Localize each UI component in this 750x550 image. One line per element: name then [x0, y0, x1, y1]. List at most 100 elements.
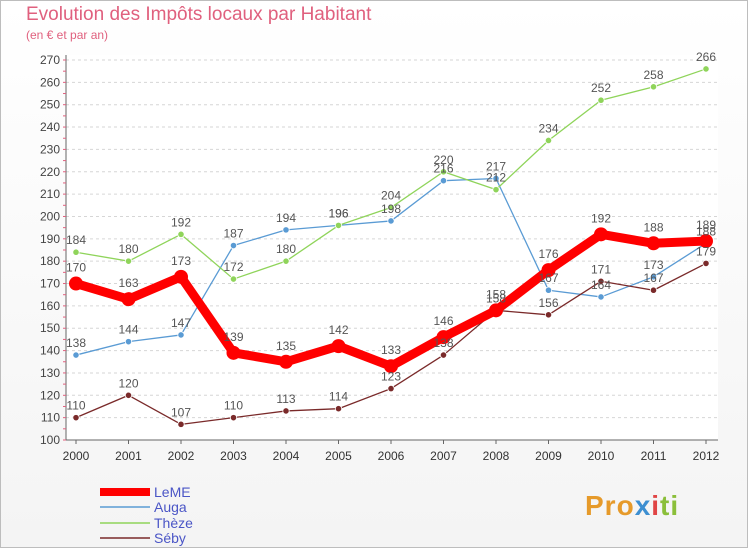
data-label: 123: [381, 370, 401, 384]
data-point: [282, 226, 290, 234]
data-point: [72, 414, 80, 422]
chart-title: Evolution des Impôts locaux par Habitant: [26, 4, 372, 25]
data-label: 176: [538, 247, 558, 261]
data-label: 110: [66, 399, 85, 413]
x-tick-label: 2007: [430, 449, 457, 463]
y-tick-label: 170: [40, 277, 60, 291]
data-point: [69, 276, 83, 291]
data-label: 212: [486, 171, 506, 185]
x-tick-label: 2003: [220, 449, 247, 463]
y-tick-label: 220: [40, 165, 60, 179]
data-label: 198: [381, 202, 401, 216]
data-point: [439, 168, 448, 176]
y-tick-label: 100: [40, 433, 60, 447]
data-point: [334, 405, 343, 413]
data-label: 173: [643, 258, 663, 272]
data-point: [279, 354, 293, 369]
proxiti-logo: Proxiti: [585, 490, 680, 521]
data-point: [177, 230, 185, 238]
y-tick-label: 250: [40, 98, 60, 112]
data-label: 196: [328, 206, 348, 220]
data-point: [384, 359, 398, 374]
data-point: [177, 420, 185, 428]
data-label: 266: [696, 50, 716, 64]
data-label: 138: [66, 336, 86, 350]
data-point: [436, 330, 451, 345]
y-tick-label: 160: [40, 299, 60, 313]
data-point: [229, 414, 238, 422]
data-label: 216: [433, 162, 453, 176]
data-label: 172: [223, 260, 243, 274]
data-point: [702, 65, 710, 73]
data-label: 163: [118, 276, 138, 290]
y-tick-label: 270: [40, 53, 60, 67]
x-tick-label: 2009: [535, 449, 562, 463]
data-label: 133: [381, 343, 401, 357]
data-label: 120: [118, 376, 138, 390]
y-tick-label: 200: [40, 209, 60, 223]
x-tick-label: 2012: [693, 449, 720, 463]
y-tick-label: 110: [41, 411, 60, 425]
data-point: [594, 227, 608, 242]
x-tick-label: 2006: [378, 449, 405, 463]
data-label: 180: [276, 242, 296, 256]
legend-label: Séby: [154, 530, 186, 546]
data-label: 110: [224, 399, 243, 413]
data-label: 164: [591, 278, 611, 292]
data-label: 139: [223, 330, 243, 344]
data-point: [646, 236, 661, 251]
data-label: 187: [223, 227, 243, 241]
data-label: 234: [538, 121, 558, 135]
data-point: [544, 311, 553, 319]
data-point: [597, 96, 605, 104]
data-point: [174, 269, 188, 284]
x-tick-label: 2010: [588, 449, 615, 463]
data-label: 188: [696, 224, 716, 238]
data-label: 107: [171, 405, 191, 419]
data-point: [72, 248, 80, 256]
data-point: [439, 351, 448, 359]
series-leme: [69, 227, 713, 374]
x-tick-label: 2000: [63, 449, 90, 463]
data-label: 167: [643, 271, 663, 285]
data-point: [177, 331, 185, 339]
data-point: [226, 345, 241, 360]
data-label: 192: [171, 215, 191, 229]
data-point: [492, 174, 500, 183]
data-point: [544, 286, 553, 294]
data-point: [597, 277, 605, 285]
data-label: 194: [276, 211, 296, 225]
y-tick-label: 190: [40, 232, 60, 246]
data-label: 142: [328, 323, 348, 337]
data-point: [229, 275, 238, 283]
y-tick-label: 210: [40, 187, 60, 201]
data-label: 204: [381, 189, 401, 203]
data-label: 170: [66, 261, 86, 275]
data-label: 167: [538, 271, 558, 285]
x-tick-label: 2011: [641, 449, 667, 463]
y-tick-label: 260: [40, 75, 60, 89]
data-point: [282, 407, 290, 415]
y-tick-label: 180: [40, 254, 60, 268]
data-point: [699, 234, 713, 249]
data-point: [72, 351, 80, 359]
legend-label: LeME: [154, 484, 191, 500]
data-point: [124, 257, 133, 265]
data-label: 171: [591, 262, 611, 276]
y-tick-label: 140: [40, 344, 60, 358]
data-point: [387, 203, 395, 212]
y-tick-label: 120: [40, 388, 60, 402]
data-point: [541, 263, 556, 278]
data-point: [597, 293, 605, 301]
data-label: 158: [486, 287, 506, 301]
series-thèze: [72, 65, 710, 283]
x-tick-label: 2004: [273, 449, 300, 463]
data-point: [229, 241, 238, 250]
y-tick-label: 130: [40, 366, 60, 380]
legend-label: Auga: [154, 499, 187, 515]
data-point: [124, 391, 133, 399]
data-label: 135: [276, 339, 296, 353]
data-point: [702, 259, 710, 268]
data-label: 147: [171, 316, 191, 330]
